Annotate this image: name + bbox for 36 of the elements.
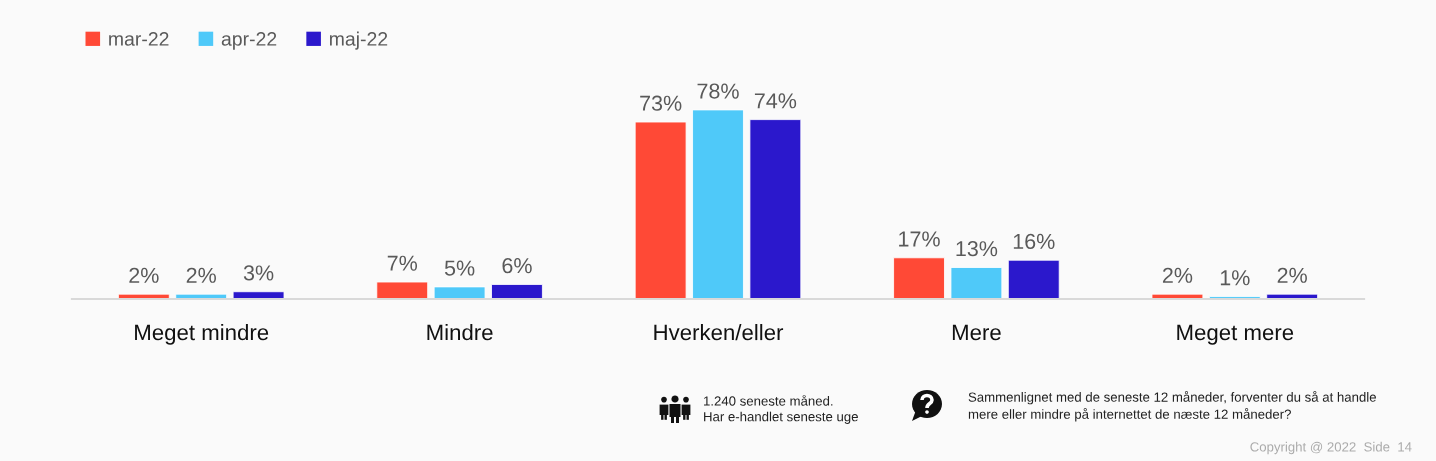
data-label: 2% [1277, 267, 1307, 283]
data-label: 78% [697, 83, 739, 99]
legend-label: apr-22 [221, 32, 277, 50]
data-label: 2% [129, 267, 159, 283]
data-label: 13% [956, 241, 998, 257]
x-tick-label: Mere [952, 324, 1001, 341]
bar [376, 281, 429, 299]
data-label: 7% [387, 255, 418, 271]
x-tick-label: Meget mindre [135, 324, 269, 345]
bar [692, 109, 744, 299]
data-label: 1% [1220, 270, 1250, 286]
bar [893, 257, 945, 299]
bar [491, 284, 543, 299]
bar [634, 121, 687, 299]
x-tick-label: Mindre [427, 324, 493, 341]
data-label: 3% [243, 265, 274, 281]
text: 1.240 seneste måned. Har e-handlet seneste uge [704, 394, 858, 424]
text: Copyright @ 2022 Side 14 [1250, 441, 1412, 455]
data-label: 2% [1162, 267, 1193, 283]
data-label: 6% [502, 258, 532, 274]
data-label: 16% [1013, 233, 1055, 250]
data-label: 74% [754, 93, 797, 109]
data-label: 73% [640, 95, 682, 111]
text: Sammenlignet med de seneste 12 måneder, forventer du så at handle mere eller mindre på internettet de næste 12 måneder? [968, 391, 1376, 422]
bar [1007, 259, 1060, 299]
data-label: 17% [899, 231, 940, 247]
data-label: 2% [186, 267, 216, 283]
data-label: 5% [444, 260, 475, 276]
x-tick-label: Hverken/eller [654, 324, 784, 341]
legend-label: mar-22 [109, 32, 169, 46]
bar [433, 286, 486, 299]
legend-label: maj-22 [329, 31, 388, 50]
bar [232, 291, 285, 299]
x-tick-label: Meget mere [1177, 324, 1294, 345]
bar [749, 119, 802, 299]
bar [950, 267, 1003, 299]
